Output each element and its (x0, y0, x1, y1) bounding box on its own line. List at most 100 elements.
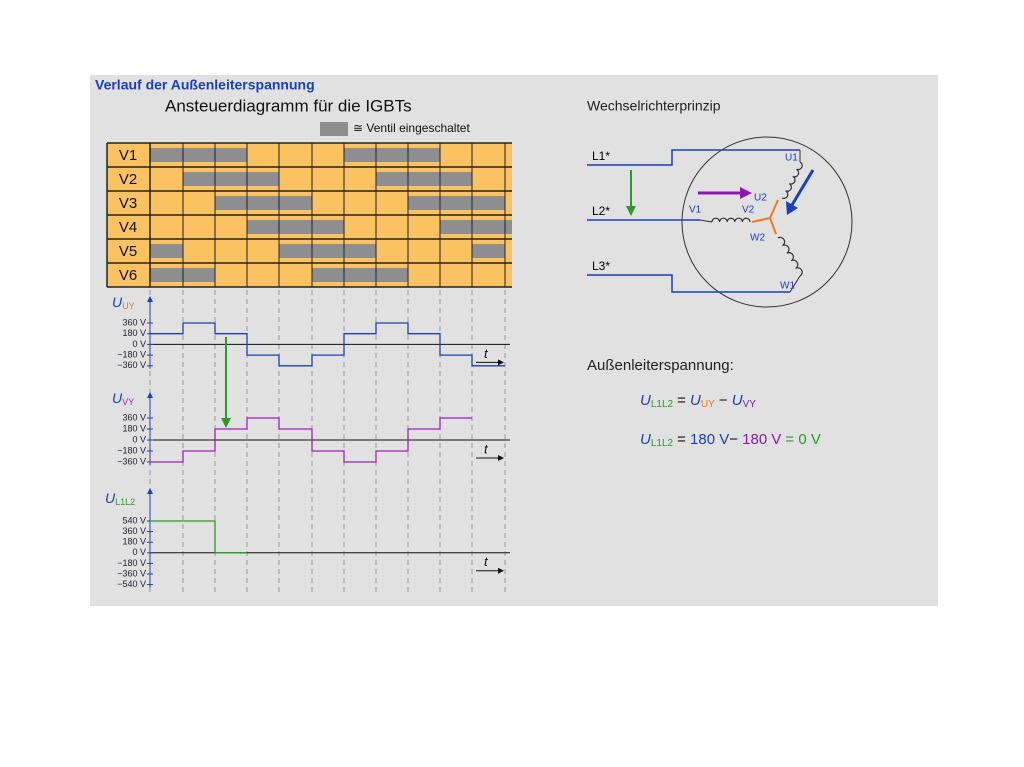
tick: −180 V (117, 445, 146, 455)
symbol: U (105, 490, 116, 506)
tick: −540 V (117, 579, 146, 589)
line-label: L1* (592, 149, 610, 163)
time-arrow-head (498, 455, 504, 461)
tick: −360 V (117, 360, 146, 370)
tick: 180 V (122, 423, 146, 433)
on-bar (440, 220, 512, 234)
star (751, 217, 771, 223)
on-bar (344, 148, 440, 162)
row-label: V2 (119, 171, 137, 188)
value: 180 V (742, 431, 781, 448)
principle-title: Wechselrichterprinzip (587, 98, 721, 114)
tick: 180 V (122, 537, 146, 547)
winding-label: V1 (689, 205, 702, 216)
diagram-title: Ansteuerdiagramm für die IGBTs (165, 96, 412, 115)
axis-arrow (147, 392, 153, 398)
legend-text: ≅ Ventil eingeschaltet (353, 121, 470, 135)
operator: − (729, 431, 738, 448)
voltage-title: Außenleiterspannung: (587, 357, 734, 374)
tick: −180 V (117, 558, 146, 568)
subscript: VY (122, 397, 134, 407)
arrow-head (626, 206, 636, 216)
tick: 540 V (122, 515, 146, 525)
symbol: U (690, 392, 701, 409)
tick: 360 V (122, 317, 146, 327)
row-label: V1 (119, 147, 137, 164)
waveform (150, 322, 505, 367)
tick: 0 V (132, 547, 146, 557)
coil (781, 161, 803, 200)
winding-label: W1 (780, 281, 795, 292)
subscript: L1L2 (651, 399, 674, 410)
axis-label: UUY (112, 294, 135, 312)
line-l3 (587, 274, 790, 293)
subscript: UY (701, 399, 715, 410)
star (769, 199, 779, 219)
subscript: L1L2 (115, 497, 135, 507)
arrow-head (221, 418, 231, 428)
time-arrow-head (498, 567, 504, 574)
star (769, 217, 777, 235)
on-bar (408, 196, 505, 210)
on-bar (150, 148, 247, 162)
tick: −180 V (117, 349, 146, 359)
axis-arrow (147, 488, 153, 494)
symbol: U (640, 431, 651, 448)
row-label: V3 (119, 195, 137, 212)
line-l1 (587, 149, 800, 166)
arrow-head (740, 187, 752, 199)
winding-label: U1 (785, 153, 798, 164)
on-bar (247, 220, 344, 234)
legend-swatch (320, 122, 348, 136)
subscript: L1L2 (651, 438, 674, 449)
time-label: t (484, 346, 489, 361)
row-label: V6 (119, 267, 137, 284)
on-bar (279, 244, 376, 258)
time-arrow-head (498, 359, 504, 366)
winding-label: V2 (742, 205, 755, 216)
symbol: U (112, 294, 123, 310)
formula: UL1L2 = UUY − UVY (640, 392, 756, 410)
switching-table: V1 V2 V3 V4 V5 V6 (106, 142, 512, 288)
tick: 0 V (132, 434, 146, 444)
wire (789, 275, 801, 293)
on-bar (312, 268, 408, 282)
subscript: VY (743, 399, 757, 410)
row-label: V4 (119, 219, 137, 236)
axis-label: UVY (112, 390, 134, 408)
waveform (150, 520, 247, 554)
arrow-head (786, 201, 798, 215)
axis-label: UL1L2 (105, 490, 135, 508)
operator: = (677, 392, 686, 409)
tick: −360 V (117, 568, 146, 578)
axis-arrow (147, 296, 153, 302)
symbol: U (732, 392, 743, 409)
tick: 360 V (122, 412, 146, 422)
subscript: UY (122, 301, 135, 311)
on-bar (376, 172, 472, 186)
tick: 360 V (122, 526, 146, 536)
waveform (150, 417, 472, 463)
tick: 180 V (122, 328, 146, 338)
on-bar (215, 196, 312, 210)
operator: = (677, 431, 686, 448)
wire (699, 219, 713, 223)
line-label: L3* (592, 259, 610, 273)
windings (699, 150, 803, 293)
motor (681, 136, 853, 308)
coil (711, 217, 751, 223)
result: UL1L2 = 180 V− 180 V = 0 V (640, 431, 821, 449)
time-label: t (484, 441, 489, 456)
arrow (790, 169, 815, 206)
winding-label: W2 (750, 233, 765, 244)
on-bar (150, 244, 183, 258)
symbol: U (112, 390, 123, 406)
coil (777, 236, 803, 277)
line-label: L2* (592, 204, 610, 218)
time-label: t (484, 554, 489, 569)
tick: −360 V (117, 456, 146, 466)
row-label: V5 (119, 243, 137, 260)
on-bar (183, 172, 279, 186)
slide-title: Verlauf der Außenleiterspannung (95, 77, 315, 93)
